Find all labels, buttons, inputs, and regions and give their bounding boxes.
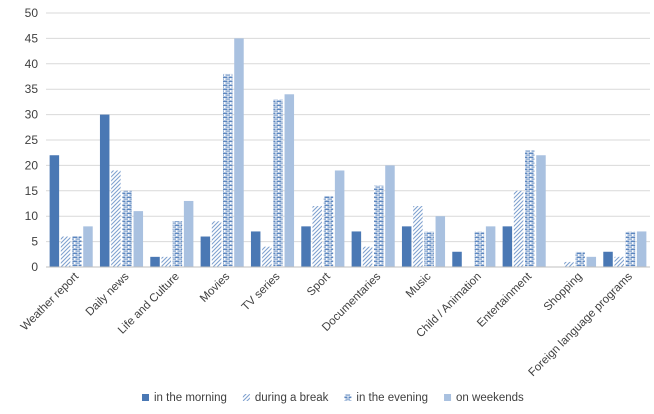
y-tick-label: 45 — [25, 31, 39, 45]
bar-in-the-evening-7 — [424, 231, 434, 267]
bar-in-the-morning-5 — [301, 226, 311, 267]
bar-in-the-evening-6 — [374, 185, 384, 267]
bar-in-the-morning-0 — [49, 155, 60, 267]
bar-during-a-break-9 — [513, 190, 524, 267]
legend: in the morning during a break in the eveni… — [142, 392, 524, 404]
x-category-label: Movies — [198, 270, 232, 304]
y-tick-label: 30 — [25, 108, 39, 122]
bar-in-the-evening-0 — [72, 236, 82, 267]
bar-on-weekends-0 — [83, 226, 93, 267]
y-tick-label: 35 — [25, 82, 39, 96]
bar-on-weekends-6 — [385, 165, 395, 267]
x-category-label: Foreign language programs — [527, 270, 636, 379]
legend-label: on weekends — [456, 392, 524, 404]
bars — [49, 38, 647, 268]
bar-in-the-evening-4 — [273, 99, 283, 267]
y-tick-label: 15 — [25, 184, 39, 198]
y-tick-label: 25 — [25, 133, 39, 147]
bar-during-a-break-6 — [362, 246, 373, 267]
y-tick-label: 5 — [31, 235, 38, 249]
bar-on-weekends-4 — [284, 94, 295, 267]
bar-on-weekends-7 — [435, 216, 446, 267]
bar-in-the-morning-7 — [401, 226, 412, 267]
x-category-label: TV series — [240, 270, 283, 313]
gridlines — [46, 12, 650, 243]
legend-swatch — [242, 394, 250, 401]
legend-label: in the morning — [154, 392, 227, 404]
bar-during-a-break-10 — [564, 261, 574, 267]
bar-on-weekends-2 — [183, 200, 194, 267]
x-category-label: Music — [404, 270, 434, 300]
bar-on-weekends-5 — [334, 170, 345, 267]
x-category-label: Entertainment — [475, 270, 535, 330]
legend-label: in the evening — [356, 392, 428, 404]
bar-on-weekends-8 — [485, 226, 496, 267]
x-category-label: Daily news — [84, 270, 132, 318]
bar-in-the-morning-1 — [99, 114, 110, 267]
y-tick-label: 10 — [25, 209, 39, 223]
y-tick-label: 20 — [25, 158, 39, 172]
bar-on-weekends-3 — [234, 38, 244, 268]
bar-during-a-break-1 — [111, 170, 121, 267]
x-category-label: Weather report — [19, 270, 82, 333]
x-category-label: Sport — [305, 270, 333, 298]
bar-during-a-break-11 — [614, 256, 624, 267]
bar-in-the-evening-11 — [625, 231, 636, 267]
legend-swatch — [444, 394, 452, 401]
bar-during-a-break-5 — [312, 206, 322, 267]
y-tick-label: 40 — [25, 57, 39, 71]
bar-on-weekends-1 — [133, 211, 144, 267]
bar-in-the-evening-8 — [474, 231, 485, 267]
bar-in-the-evening-9 — [525, 150, 535, 267]
bar-in-the-evening-10 — [575, 251, 585, 267]
bar-in-the-evening-5 — [323, 195, 334, 267]
y-tick-label: 50 — [25, 6, 39, 20]
bar-on-weekends-11 — [636, 231, 647, 267]
y-tick-label: 0 — [31, 260, 38, 274]
bar-in-the-evening-1 — [122, 190, 132, 267]
bar-in-the-evening-3 — [223, 73, 233, 268]
legend-label: during a break — [255, 392, 329, 404]
bar-in-the-morning-4 — [250, 231, 261, 267]
bar-in-the-morning-2 — [150, 256, 160, 267]
bar-during-a-break-4 — [262, 246, 272, 267]
bar-during-a-break-2 — [161, 256, 171, 267]
bar-during-a-break-0 — [60, 236, 71, 267]
bar-in-the-morning-3 — [200, 236, 211, 267]
bar-on-weekends-9 — [536, 155, 546, 267]
bar-during-a-break-3 — [211, 221, 222, 267]
bar-in-the-morning-6 — [351, 231, 362, 267]
bar-during-a-break-7 — [413, 206, 423, 267]
legend-swatch — [344, 394, 352, 401]
legend-swatch — [142, 394, 149, 401]
y-axis: 0 5 10 15 20 25 30 35 40 45 50 — [25, 6, 39, 274]
bar-in-the-morning-9 — [502, 226, 513, 267]
x-category-label: Shopping — [542, 271, 585, 314]
bar-on-weekends-10 — [586, 256, 597, 267]
bar-in-the-morning-8 — [452, 251, 462, 267]
bar-in-the-evening-2 — [172, 221, 183, 267]
bar-in-the-morning-11 — [603, 251, 613, 267]
